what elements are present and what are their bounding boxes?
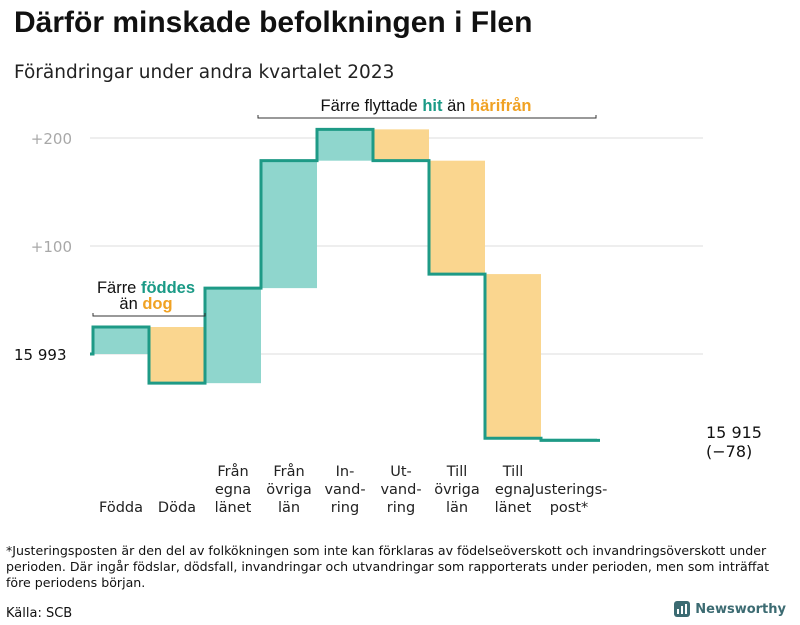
y-base-label: 15 993	[14, 346, 67, 364]
y-tick-label: +200	[31, 130, 72, 148]
source-label: Källa: SCB	[6, 606, 73, 621]
waterfall-chart: +100 +200 15 993 Födda Döda Från egna länet Från…	[14, 97, 762, 516]
annotation-bracket	[92, 313, 206, 317]
category-label: egna	[495, 482, 531, 498]
category-label: övriga	[266, 482, 312, 498]
brand-logo[interactable]: Newsworthy	[674, 601, 786, 617]
waterfall-bar	[205, 288, 261, 384]
category-label: län	[446, 500, 468, 516]
category-label: egna	[215, 482, 251, 498]
category-label: länet	[495, 500, 532, 516]
annotation-move-label: Färre flyttade hit än härifrån	[321, 97, 532, 115]
category-label: Födda	[99, 500, 143, 516]
category-label: vand-	[380, 482, 421, 498]
category-label: Till	[446, 464, 468, 480]
category-label: ring	[387, 500, 415, 516]
waterfall-bar	[485, 274, 541, 439]
chart-subtitle: Förändringar under andra kvartalet 2023	[14, 62, 395, 83]
step-line	[90, 127, 600, 442]
category-label: vand-	[324, 482, 365, 498]
y-tick-label: +100	[31, 238, 72, 256]
category-label: länet	[215, 500, 252, 516]
waterfall-bar	[93, 327, 149, 354]
annotation-birth-line2: än dog	[119, 295, 172, 313]
brand-name: Newsworthy	[695, 601, 786, 617]
category-label: Ut-	[390, 464, 412, 480]
category-label: In-	[336, 464, 355, 480]
waterfall-bar	[149, 327, 205, 384]
annotation-highlight-out: härifrån	[470, 97, 531, 115]
category-label: Till	[502, 464, 524, 480]
category-label: ring	[331, 500, 359, 516]
waterfall-bar	[429, 160, 485, 275]
annotation-highlight-in: hit	[422, 97, 443, 115]
annotation-move-mid: än	[443, 97, 471, 115]
annotation-birth-line1: Färre föddes	[97, 279, 195, 297]
waterfall-bar	[261, 160, 317, 289]
waterfall-bar	[373, 129, 429, 161]
annotation-highlight-out: dog	[142, 295, 172, 313]
category-label: Från	[273, 463, 304, 480]
annotation-bracket	[257, 115, 597, 119]
category-label: övriga	[434, 482, 480, 498]
waterfall-bar	[317, 129, 373, 161]
annotation-highlight-in: föddes	[141, 279, 195, 297]
category-label: län	[278, 500, 300, 516]
end-value-label: 15 915	[706, 423, 762, 442]
chart-title: Därför minskade befolkningen i Flen	[14, 6, 533, 39]
bar-chart-icon	[674, 601, 691, 617]
end-value-label: (−78)	[706, 442, 752, 461]
footnote: *Justeringsposten är den del av folkökni…	[6, 543, 770, 590]
category-label: Justerings-	[530, 482, 608, 498]
category-label: post*	[550, 500, 589, 516]
category-label: Döda	[158, 500, 196, 516]
category-label: Från	[217, 463, 248, 480]
